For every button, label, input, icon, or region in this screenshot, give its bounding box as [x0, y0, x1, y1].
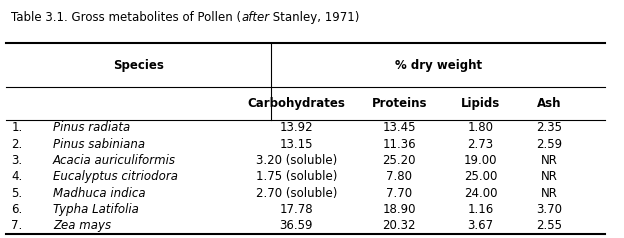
Text: after: after: [241, 11, 270, 24]
Text: 13.92: 13.92: [280, 121, 313, 134]
Text: Species: Species: [114, 59, 164, 72]
Text: 19.00: 19.00: [464, 154, 497, 167]
Text: 20.32: 20.32: [383, 219, 416, 232]
Text: 1.80: 1.80: [467, 121, 494, 134]
Text: 6.: 6.: [11, 203, 22, 216]
Text: NR: NR: [540, 170, 558, 183]
Text: Pinus radiata: Pinus radiata: [53, 121, 130, 134]
Text: 7.: 7.: [11, 219, 22, 232]
Text: Acacia auriculiformis: Acacia auriculiformis: [53, 154, 176, 167]
Text: Eucalyptus citriodora: Eucalyptus citriodora: [53, 170, 178, 183]
Text: 24.00: 24.00: [464, 187, 497, 199]
Text: 3.20 (soluble): 3.20 (soluble): [256, 154, 337, 167]
Text: 7.80: 7.80: [386, 170, 412, 183]
Text: Typha Latifolia: Typha Latifolia: [53, 203, 139, 216]
Text: Zea mays: Zea mays: [53, 219, 111, 232]
Text: NR: NR: [540, 154, 558, 167]
Text: Table 3.1. Gross metabolites of Pollen (: Table 3.1. Gross metabolites of Pollen (: [11, 11, 241, 24]
Text: Proteins: Proteins: [372, 97, 427, 110]
Text: 13.45: 13.45: [383, 121, 416, 134]
Text: 17.78: 17.78: [280, 203, 313, 216]
Text: 1.16: 1.16: [467, 203, 494, 216]
Text: Ash: Ash: [537, 97, 562, 110]
Text: 2.73: 2.73: [467, 138, 494, 151]
Text: Lipids: Lipids: [461, 97, 500, 110]
Text: 3.67: 3.67: [467, 219, 494, 232]
Text: Carbohydrates: Carbohydrates: [248, 97, 345, 110]
Text: % dry weight: % dry weight: [395, 59, 482, 72]
Text: 1.: 1.: [11, 121, 22, 134]
Text: 25.00: 25.00: [464, 170, 497, 183]
Text: 2.70 (soluble): 2.70 (soluble): [256, 187, 337, 199]
Text: 7.70: 7.70: [386, 187, 412, 199]
Text: 18.90: 18.90: [383, 203, 416, 216]
Text: 11.36: 11.36: [383, 138, 416, 151]
Text: Pinus sabiniana: Pinus sabiniana: [53, 138, 145, 151]
Text: 2.: 2.: [11, 138, 22, 151]
Text: 5.: 5.: [11, 187, 22, 199]
Text: Stanley, 1971): Stanley, 1971): [270, 11, 360, 24]
Text: Madhuca indica: Madhuca indica: [53, 187, 145, 199]
Text: 2.55: 2.55: [536, 219, 562, 232]
Text: 13.15: 13.15: [280, 138, 313, 151]
Text: 3.70: 3.70: [536, 203, 562, 216]
Text: 4.: 4.: [11, 170, 22, 183]
Text: 3.: 3.: [11, 154, 22, 167]
Text: NR: NR: [540, 187, 558, 199]
Text: 36.59: 36.59: [280, 219, 313, 232]
Text: 2.35: 2.35: [536, 121, 562, 134]
Text: 25.20: 25.20: [383, 154, 416, 167]
Text: 2.59: 2.59: [536, 138, 562, 151]
Text: 1.75 (soluble): 1.75 (soluble): [256, 170, 337, 183]
